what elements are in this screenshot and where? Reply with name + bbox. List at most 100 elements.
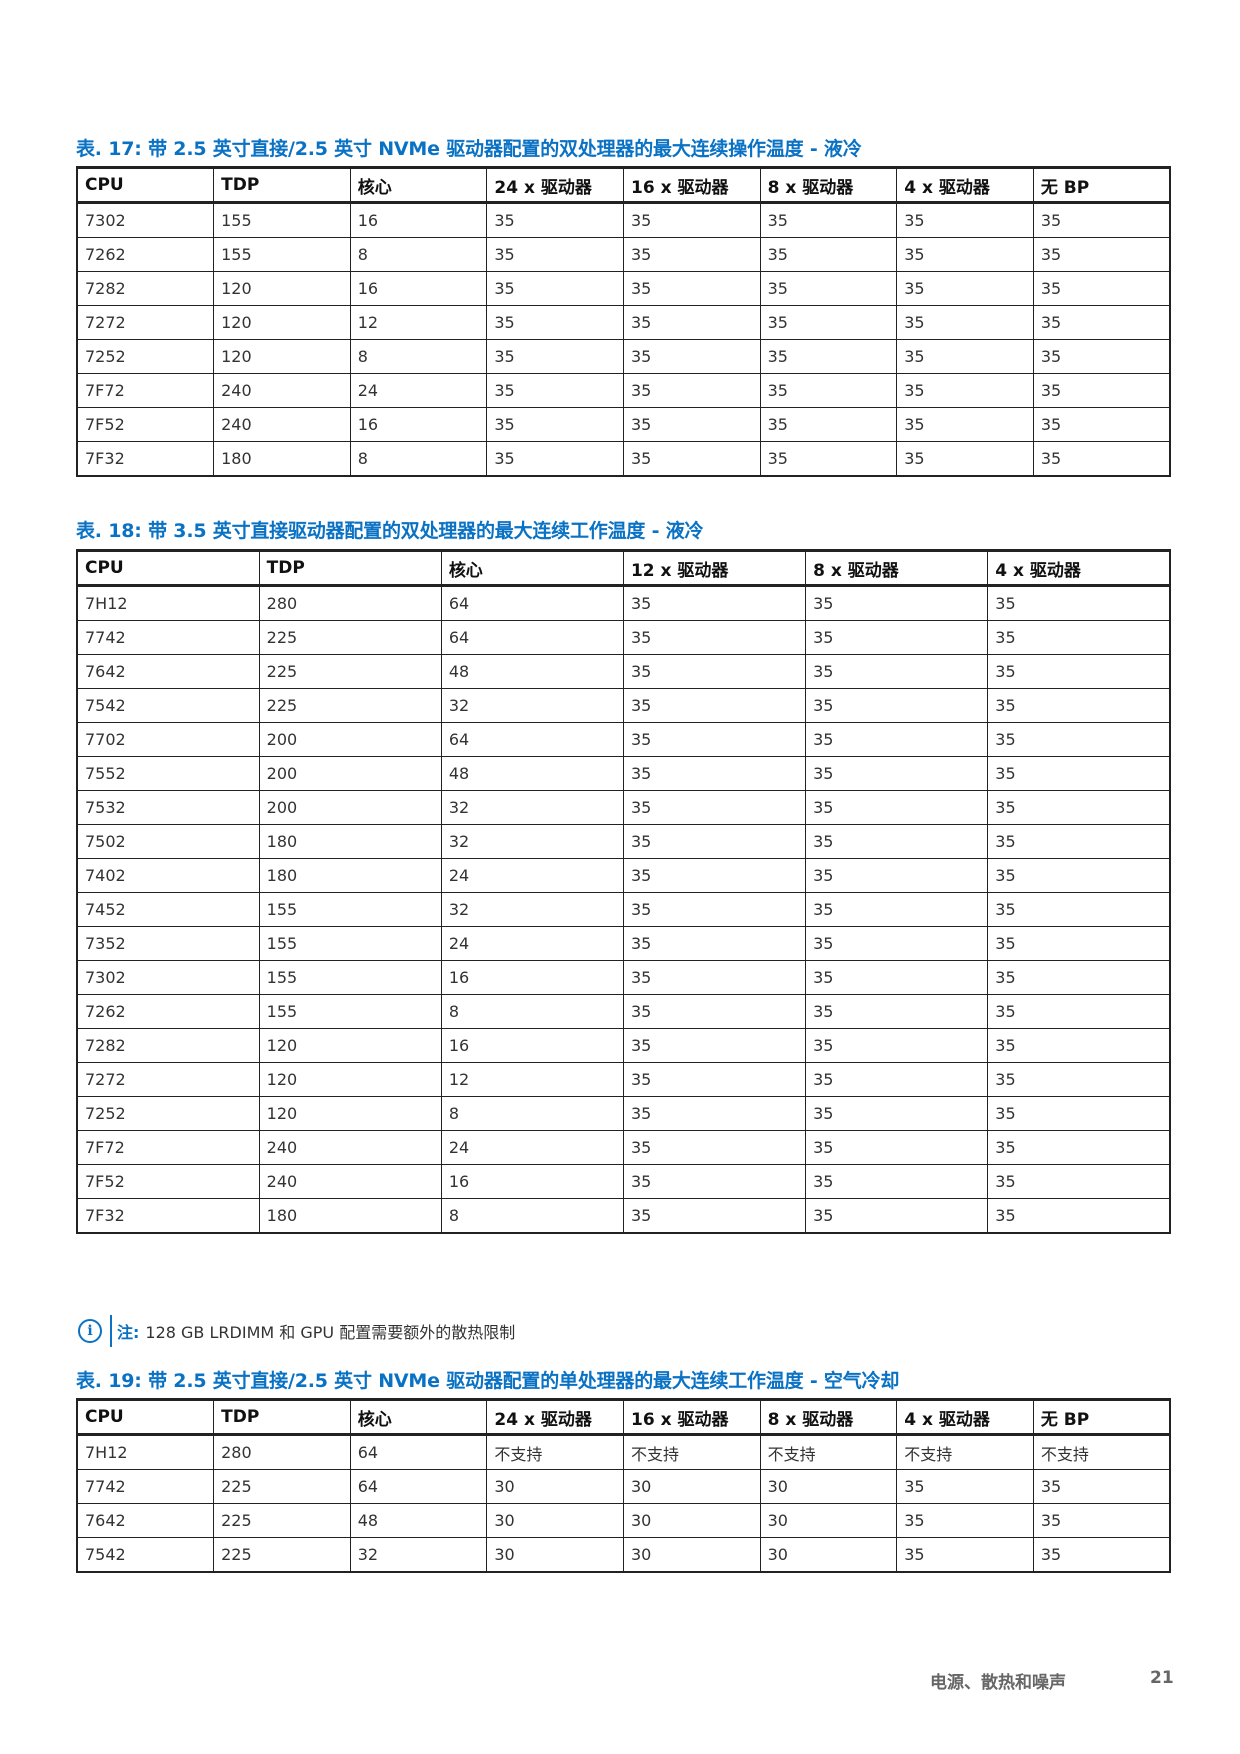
table-cell: 35 xyxy=(805,585,989,621)
table-cell: 30 xyxy=(486,1503,624,1538)
table-cell: 200 xyxy=(258,722,442,757)
table-18: CPU TDP 核心 12 x 驱动器 8 x 驱动器 4 x 驱动器 7H12 280 64 3… xyxy=(76,549,1171,1234)
table-cell: 35 xyxy=(805,926,989,961)
table-cell: 240 xyxy=(213,373,351,408)
table-cell: 35 xyxy=(805,858,989,893)
table-cell: 240 xyxy=(258,1164,442,1199)
table-cell: 35 xyxy=(805,1028,989,1063)
table-cell: 8 xyxy=(440,1198,624,1234)
table-18-caption: 表. 18: 带 3.5 英寸直接驱动器配置的双处理器的最大连续工作温度 - 液… xyxy=(76,520,704,542)
table-cell: 240 xyxy=(213,407,351,442)
table-cell: 225 xyxy=(258,620,442,655)
table-cell: 35 xyxy=(805,1096,989,1131)
table-19: CPU TDP 核心 24 x 驱动器 16 x 驱动器 8 x 驱动器 4 x 驱动器无 … xyxy=(76,1398,1171,1573)
table-cell: 35 xyxy=(622,722,807,757)
table-cell: 16 xyxy=(440,960,624,995)
column-header: 4 x 驱动器 xyxy=(987,550,1171,587)
table-cell: 35 xyxy=(987,1062,1171,1097)
table-cell: 35 xyxy=(486,202,624,238)
table-row: 7302 155 16 35 35 35 xyxy=(76,960,1171,995)
table-cell: 7502 xyxy=(76,824,260,859)
table-cell: 35 xyxy=(759,305,898,340)
table-row: 7302 155 16 35 35 35 35 35 xyxy=(76,202,1171,238)
table-cell: 35 xyxy=(987,926,1171,961)
table-cell: 35 xyxy=(896,407,1034,442)
table-cell: 35 xyxy=(987,790,1171,825)
table-cell: 35 xyxy=(759,441,898,477)
table-cell: 48 xyxy=(349,1503,488,1538)
note-text: 128 GB LRDIMM 和 GPU 配置需要额外的散热限制 xyxy=(145,1323,516,1342)
table-cell: 24 xyxy=(349,373,488,408)
table-cell: 35 xyxy=(805,824,989,859)
column-header: TDP xyxy=(213,1399,351,1436)
column-header: CPU xyxy=(76,167,215,204)
table-cell: 8 xyxy=(440,994,624,1029)
table-cell: 35 xyxy=(622,960,807,995)
table-row: 7642 225 48 30 30 30 35 35 xyxy=(76,1503,1171,1538)
table-cell: 35 xyxy=(622,756,807,791)
table-cell: 35 xyxy=(486,305,624,340)
column-header: TDP xyxy=(213,167,351,204)
table-cell: 48 xyxy=(440,756,624,791)
table-cell: 35 xyxy=(759,407,898,442)
table-header-row: CPU TDP 核心 24 x 驱动器 16 x 驱动器 8 x 驱动器 4 x 驱动器无 … xyxy=(76,1399,1171,1436)
table-cell: 35 xyxy=(623,305,761,340)
table-row: 7542 225 32 35 35 35 xyxy=(76,688,1171,723)
table-cell: 35 xyxy=(486,441,624,477)
table-cell: 7272 xyxy=(76,1062,260,1097)
table-cell: 16 xyxy=(349,202,488,238)
table-cell: 30 xyxy=(759,1469,898,1504)
info-icon: i xyxy=(78,1319,102,1343)
column-header: 16 x 驱动器 xyxy=(623,1399,761,1436)
table-cell: 不支持 xyxy=(486,1434,624,1470)
table-cell: 7742 xyxy=(76,620,260,655)
table-cell: 35 xyxy=(987,994,1171,1029)
table-cell: 35 xyxy=(1032,1537,1171,1573)
table-17-caption: 表. 17: 带 2.5 英寸直接/2.5 英寸 NVMe 驱动器配置的双处理器… xyxy=(76,138,862,160)
table-cell: 7532 xyxy=(76,790,260,825)
table-cell: 155 xyxy=(258,892,442,927)
table-cell: 200 xyxy=(258,790,442,825)
column-header: 核心 xyxy=(440,550,624,587)
table-cell: 35 xyxy=(623,237,761,272)
table-cell: 35 xyxy=(987,960,1171,995)
table-cell: 32 xyxy=(440,824,624,859)
table-cell: 35 xyxy=(623,373,761,408)
table-cell: 35 xyxy=(1032,339,1171,374)
table-cell: 35 xyxy=(805,1164,989,1199)
table-cell: 35 xyxy=(896,1537,1034,1573)
table-cell: 7252 xyxy=(76,1096,260,1131)
column-header: 8 x 驱动器 xyxy=(805,550,989,587)
table-cell: 35 xyxy=(987,1130,1171,1165)
table-17: CPU TDP 核心 24 x 驱动器 16 x 驱动器 8 x 驱动器 4 x 驱动器无 … xyxy=(76,166,1171,477)
table-cell: 7542 xyxy=(76,688,260,723)
table-cell: 24 xyxy=(440,926,624,961)
table-cell: 225 xyxy=(258,688,442,723)
column-header: TDP xyxy=(258,550,442,587)
table-cell: 35 xyxy=(623,271,761,306)
table-cell: 35 xyxy=(987,756,1171,791)
table-cell: 35 xyxy=(805,620,989,655)
table-cell: 35 xyxy=(486,271,624,306)
column-header: 核心 xyxy=(349,1399,488,1436)
table-cell: 35 xyxy=(896,441,1034,477)
column-header: CPU xyxy=(76,1399,215,1436)
table-cell: 7272 xyxy=(76,305,215,340)
table-cell: 32 xyxy=(440,790,624,825)
table-header-row: CPU TDP 核心 24 x 驱动器 16 x 驱动器 8 x 驱动器 4 x 驱动器无 … xyxy=(76,167,1171,204)
table-cell: 8 xyxy=(349,237,488,272)
table-cell: 280 xyxy=(213,1434,351,1470)
table-cell: 32 xyxy=(349,1537,488,1573)
table-cell: 35 xyxy=(987,620,1171,655)
table-row: 7352 155 24 35 35 35 xyxy=(76,926,1171,961)
table-cell: 35 xyxy=(622,892,807,927)
table-cell: 7402 xyxy=(76,858,260,893)
table-cell: 35 xyxy=(486,237,624,272)
table-cell: 35 xyxy=(623,441,761,477)
table-row: 7552 200 48 35 35 35 xyxy=(76,756,1171,791)
table-cell: 35 xyxy=(805,960,989,995)
footer-section-title: 电源、散热和噪声 xyxy=(930,1673,1066,1693)
table-cell: 30 xyxy=(486,1537,624,1573)
table-cell: 8 xyxy=(349,339,488,374)
table-cell: 35 xyxy=(1032,1469,1171,1504)
